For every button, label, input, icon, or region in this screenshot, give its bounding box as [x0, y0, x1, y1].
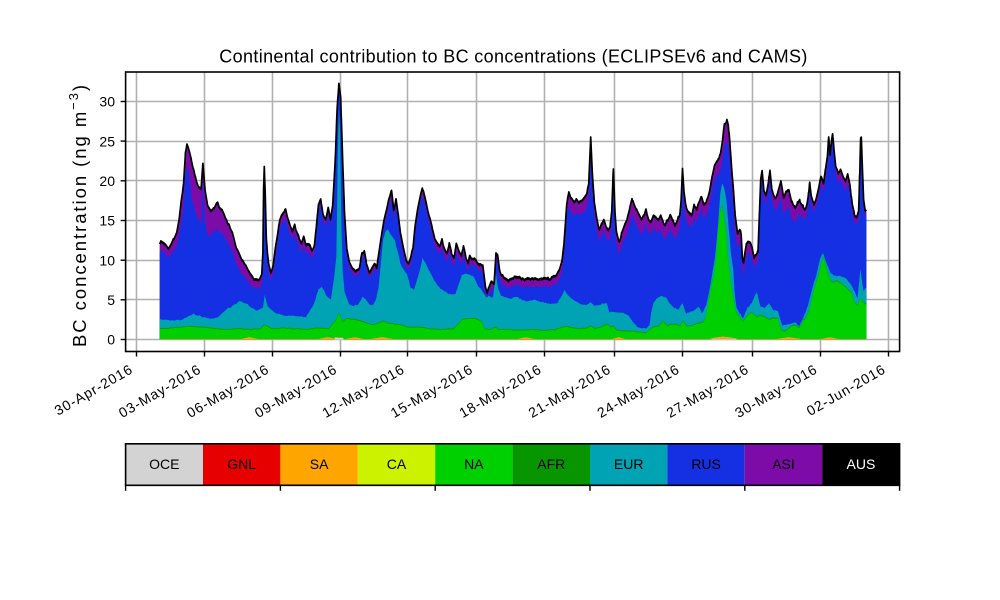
svg-text:RUS: RUS	[691, 456, 721, 472]
svg-text:0: 0	[107, 332, 115, 348]
svg-text:25: 25	[99, 133, 115, 149]
svg-text:BC concentration (ng m−3): BC concentration (ng m−3)	[66, 83, 90, 347]
svg-text:GNL: GNL	[227, 456, 256, 472]
svg-text:10: 10	[99, 252, 115, 268]
svg-text:AFR: AFR	[537, 456, 565, 472]
svg-text:20: 20	[99, 173, 115, 189]
svg-text:CA: CA	[387, 456, 407, 472]
svg-text:EUR: EUR	[614, 456, 644, 472]
svg-text:5: 5	[107, 292, 115, 308]
svg-text:30: 30	[99, 94, 115, 110]
svg-text:OCE: OCE	[149, 456, 179, 472]
svg-text:AUS: AUS	[847, 456, 876, 472]
svg-text:15: 15	[99, 213, 115, 229]
svg-text:NA: NA	[464, 456, 484, 472]
svg-text:Continental contribution to BC: Continental contribution to BC concentra…	[219, 47, 807, 67]
svg-text:SA: SA	[310, 456, 329, 472]
svg-text:ASI: ASI	[772, 456, 795, 472]
